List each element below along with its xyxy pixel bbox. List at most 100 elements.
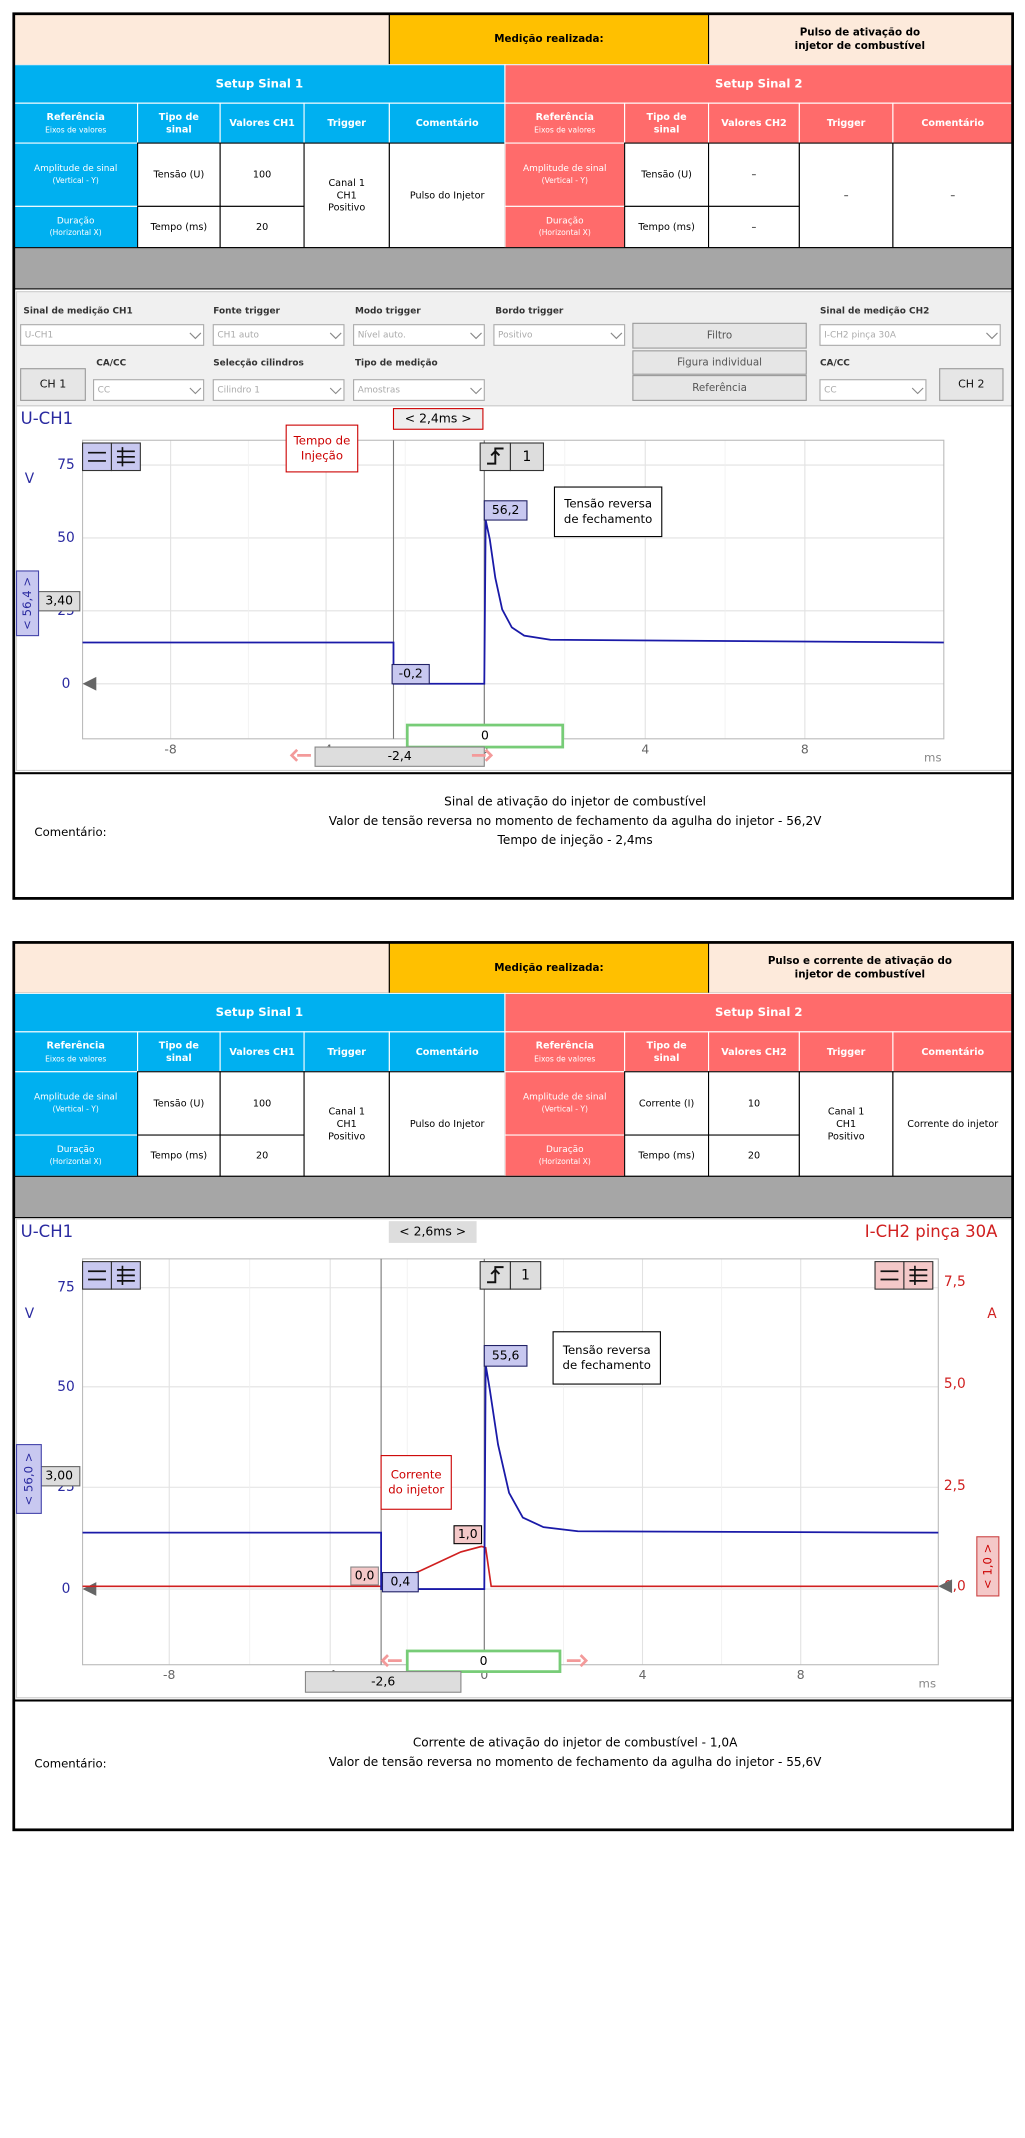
- column-header-cell: [137, 102, 221, 144]
- cell: [219, 1134, 305, 1177]
- row-header-cell: [13, 1071, 139, 1136]
- y2-tick-label: 2,5: [944, 1478, 966, 1494]
- column-header: Trigger: [327, 1047, 366, 1058]
- button: [632, 350, 807, 375]
- column-header: Comentário: [416, 117, 479, 129]
- comment-line: Valor de tensão reversa no momento de fe…: [329, 814, 822, 828]
- setup-title-cell: [13, 64, 506, 104]
- setup-title: Setup Sinal 1: [216, 1005, 304, 1019]
- dropdown: [819, 324, 1001, 346]
- column-header-cell: [892, 102, 1014, 144]
- scale-box: [15, 1444, 42, 1514]
- annotation: Tensão reversa: [562, 1343, 651, 1357]
- setup-title-cell: [504, 992, 1014, 1033]
- button-label: CH 1: [40, 378, 66, 391]
- column-header-cell: [624, 1031, 710, 1073]
- dropdown: [93, 379, 205, 401]
- dropdown-arrow: [470, 332, 482, 340]
- center-label-box: [405, 1649, 562, 1673]
- trigger-glyph: [487, 447, 504, 465]
- field-label: Sinal de medição CH2: [820, 306, 929, 316]
- signal-type: Tempo (ms): [637, 1151, 695, 1162]
- y-tick-label: 0: [62, 1581, 71, 1597]
- header-title: injetor de combustível: [795, 40, 925, 52]
- header-title-cell: [708, 13, 1014, 66]
- comment-line: Sinal de ativação do injetor de combustí…: [444, 795, 706, 809]
- cell: [219, 205, 305, 249]
- scale-label: < 1,0 >: [980, 1544, 994, 1590]
- column-header: Comentário: [921, 117, 984, 129]
- x-tick-label: 8: [797, 1668, 805, 1682]
- center-label: 0: [480, 1654, 488, 1668]
- x-tick-label: 8: [801, 742, 809, 756]
- header-empty: [13, 941, 390, 994]
- comment-label: Comentário:: [34, 1756, 106, 1770]
- button: [20, 368, 86, 401]
- column-header-cell: [624, 102, 710, 144]
- cell: [303, 1071, 390, 1177]
- cell: [388, 1071, 506, 1177]
- cursor-label: < 2,4ms >: [405, 411, 472, 425]
- x-unit: ms: [924, 751, 941, 765]
- cell: [708, 205, 800, 249]
- row-header-sub: (Horizontal X): [50, 1157, 102, 1166]
- row-header-cell: [504, 1071, 626, 1136]
- scale-box: [976, 1536, 1000, 1597]
- y2-unit: A: [987, 1306, 997, 1322]
- row-header-sub: (Vertical - Y): [53, 176, 99, 185]
- row-header-sub: (Vertical - Y): [542, 176, 588, 185]
- cursor-label: < 2,6ms >: [399, 1225, 466, 1239]
- column-header: Valores CH1: [229, 118, 295, 129]
- row-header-sub: (Horizontal X): [539, 228, 591, 237]
- row-header: Amplitude de sinal: [34, 1093, 117, 1103]
- channel-2-label: I-CH2 pinça 30A: [865, 1222, 998, 1241]
- column-header-cell: [388, 102, 506, 144]
- column-header: Referência: [536, 111, 594, 123]
- column-header-cell: [892, 1031, 1014, 1073]
- column-header: Valores CH1: [229, 1047, 295, 1058]
- trigger-label: 1: [523, 449, 532, 465]
- trigger-label-box: [509, 442, 545, 472]
- trigger-value: Canal 1: [328, 178, 364, 189]
- header-label-cell: [388, 13, 710, 66]
- low-label: 0,4: [391, 1575, 411, 1589]
- annotation-box: [380, 1455, 452, 1510]
- dropdown-value: CC: [98, 386, 110, 396]
- column-header: Trigger: [327, 118, 366, 129]
- channel-1-label: U-CH1: [21, 409, 73, 428]
- trigger-value: Positivo: [328, 1131, 365, 1142]
- trigger-value: CH1: [337, 1119, 357, 1130]
- dropdown-value: CC: [824, 386, 836, 396]
- column-header-cell: [504, 102, 626, 144]
- dropdown-arrow: [329, 387, 342, 395]
- cell: [708, 1134, 800, 1177]
- dropdown-arrow: [911, 387, 924, 395]
- channel-1-label: U-CH1: [21, 1222, 73, 1241]
- field-label: Sinal de medição CH1: [23, 306, 132, 316]
- header-title: injetor de combustível: [795, 969, 925, 981]
- cell: [137, 1071, 221, 1136]
- x-tick-label: 4: [639, 1668, 647, 1682]
- icon: [82, 1261, 113, 1290]
- header-label: Medição realizada:: [494, 33, 603, 45]
- signal-value: 20: [256, 1151, 268, 1162]
- column-header: sinal: [654, 124, 680, 135]
- comment-value: Corrente do injetor: [907, 1119, 998, 1130]
- ch2-low-label: 0,0: [355, 1568, 375, 1582]
- row-header-cell: [13, 205, 139, 249]
- offset-label: 3,40: [45, 594, 73, 608]
- row-header-cell: [504, 205, 626, 249]
- center-label-box: [405, 723, 565, 749]
- column-header-cell: [137, 1031, 221, 1073]
- button: [632, 322, 807, 349]
- trigger-value: Positivo: [828, 1131, 865, 1142]
- row-header: Duração: [546, 1145, 584, 1155]
- button-label: Referência: [692, 382, 747, 394]
- annotation: Tempo de: [293, 433, 351, 447]
- panel-border: [12, 12, 1014, 900]
- field-label: CA/CC: [820, 359, 850, 369]
- column-header-sub: Eixos de valores: [534, 126, 595, 135]
- icon-glyph: [88, 1265, 135, 1286]
- annotation: de fechamento: [564, 512, 652, 526]
